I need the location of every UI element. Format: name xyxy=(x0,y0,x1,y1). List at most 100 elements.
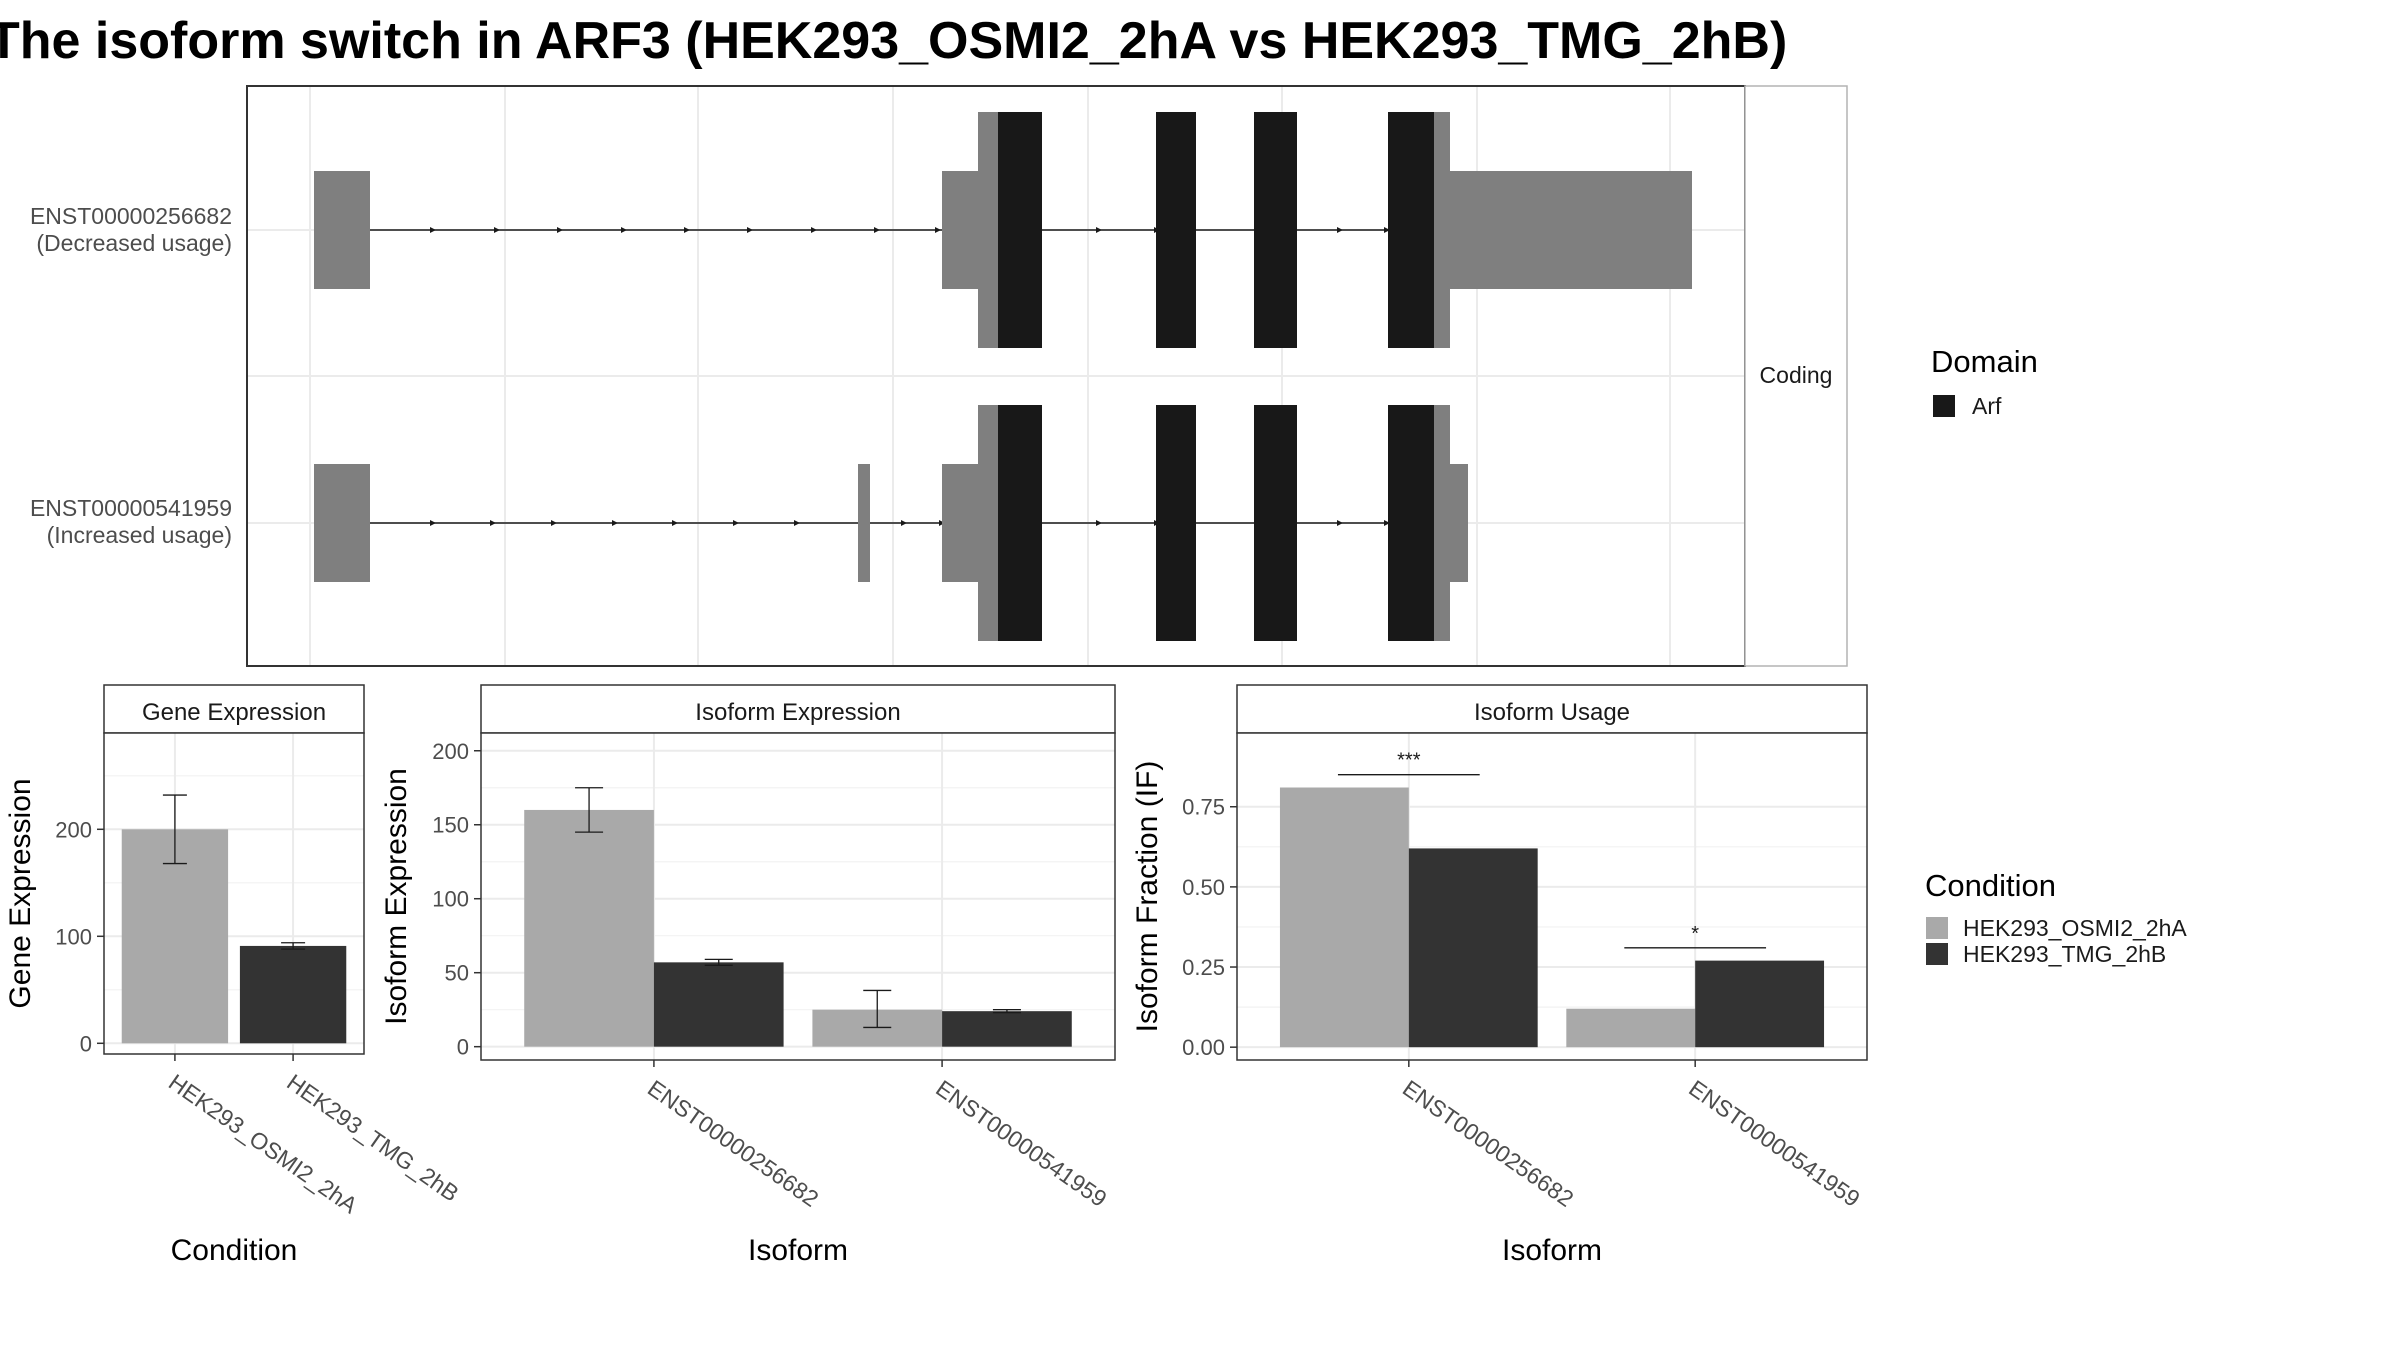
intron-direction-arrow xyxy=(672,520,678,526)
intron-direction-arrow xyxy=(1337,520,1343,526)
arf-domain-block xyxy=(998,405,1042,641)
transcript-2-usage: (Increased usage) xyxy=(47,522,232,548)
intron-direction-arrow xyxy=(557,227,563,233)
y-axis-title: Gene Expression xyxy=(4,778,37,1008)
exon-block xyxy=(1434,464,1468,582)
intron-direction-arrow xyxy=(811,227,817,233)
intron-direction-arrow xyxy=(794,520,800,526)
condition-legend-swatch-a xyxy=(1926,917,1948,939)
x-axis-title: Isoform xyxy=(1502,1234,1602,1267)
intron-direction-arrow xyxy=(494,227,500,233)
arf-domain-block xyxy=(998,112,1042,348)
exon-block xyxy=(858,464,870,582)
bar xyxy=(1566,1008,1696,1048)
bar xyxy=(524,809,654,1047)
intron-direction-arrow xyxy=(1384,520,1390,526)
significance-label: *** xyxy=(1397,750,1421,772)
intron-direction-arrow xyxy=(551,520,557,526)
domain-legend-swatch-arf xyxy=(1933,395,1955,417)
panel-title: Isoform Expression xyxy=(695,699,900,726)
gene-expression-chart: Gene Expression0100200HEK293_OSMI2_2hAHE… xyxy=(4,684,464,1267)
intron-direction-arrow xyxy=(935,227,941,233)
intron-direction-arrow xyxy=(1337,227,1343,233)
domain-legend: Domain Arf xyxy=(1931,344,2038,419)
y-tick-label: 100 xyxy=(432,887,469,912)
intron-direction-arrow xyxy=(733,520,739,526)
y-tick-label: 0 xyxy=(457,1035,469,1060)
panel-border xyxy=(103,732,365,1055)
intron-direction-arrow xyxy=(430,227,436,233)
exon-block xyxy=(314,464,370,582)
arf-domain-block xyxy=(1254,405,1297,641)
exon-block xyxy=(1434,171,1692,289)
condition-legend-title: Condition xyxy=(1925,868,2056,903)
exon-block xyxy=(942,464,985,582)
exon-block xyxy=(314,171,370,289)
transcript-2-id: ENST00000541959 xyxy=(30,495,232,521)
transcript-structure-panel: Coding ENST00000256682 (Decreased usage)… xyxy=(30,85,1848,667)
x-tick-label: ENST00000256682 xyxy=(643,1075,823,1212)
y-tick-label: 0.50 xyxy=(1182,875,1225,900)
isoform-usage-chart: Isoform Usage0.000.250.500.75****ENST000… xyxy=(1131,684,1868,1267)
exon-block xyxy=(978,112,998,348)
bar xyxy=(653,962,784,1047)
y-tick-label: 0.00 xyxy=(1182,1035,1225,1060)
intron-direction-arrow xyxy=(1384,227,1390,233)
arf-domain-block xyxy=(1156,405,1196,641)
y-axis-title: Isoform Fraction (IF) xyxy=(1131,761,1164,1033)
intron-direction-arrow xyxy=(1096,520,1102,526)
panel-strip xyxy=(1236,684,1868,734)
figure-title: The isoform switch in ARF3 (HEK293_OSMI2… xyxy=(0,12,1787,70)
x-tick-label: ENST00000541959 xyxy=(1684,1075,1864,1212)
intron-direction-arrow xyxy=(901,520,907,526)
panel-strip xyxy=(480,684,1116,734)
bar xyxy=(942,1011,1072,1047)
bar xyxy=(1408,848,1538,1048)
domain-legend-label-arf: Arf xyxy=(1972,393,2002,419)
arf-domain-block xyxy=(1388,112,1434,348)
intron-direction-arrow xyxy=(874,227,880,233)
x-axis-title: Condition xyxy=(171,1234,298,1267)
condition-legend-swatch-b xyxy=(1926,943,1948,965)
panel-title: Isoform Usage xyxy=(1474,699,1630,726)
strip-background xyxy=(1744,85,1848,667)
x-tick-label: ENST00000256682 xyxy=(1398,1075,1578,1212)
transcript-1-id: ENST00000256682 xyxy=(30,203,232,229)
y-tick-label: 0 xyxy=(80,1031,92,1056)
y-tick-label: 100 xyxy=(55,924,92,949)
intron-direction-arrow xyxy=(747,227,753,233)
bar xyxy=(1279,787,1409,1048)
exon-block xyxy=(942,171,985,289)
panel-border xyxy=(1236,732,1868,1061)
intron-direction-arrow xyxy=(490,520,496,526)
intron-direction-arrow xyxy=(612,520,618,526)
arf-domain-block xyxy=(1388,405,1434,641)
condition-legend: Condition HEK293_OSMI2_2hA HEK293_TMG_2h… xyxy=(1925,868,2187,967)
y-tick-label: 0.75 xyxy=(1182,795,1225,820)
panel-strip xyxy=(103,684,365,734)
intron-direction-arrow xyxy=(684,227,690,233)
x-tick-label: ENST00000541959 xyxy=(931,1075,1111,1212)
domain-legend-title: Domain xyxy=(1931,344,2038,379)
x-tick-label: HEK293_OSMI2_2hA xyxy=(164,1069,363,1219)
y-tick-label: 0.25 xyxy=(1182,955,1225,980)
transcript-1-usage: (Decreased usage) xyxy=(36,230,232,256)
y-tick-label: 200 xyxy=(432,739,469,764)
bar xyxy=(1695,960,1825,1048)
condition-legend-label-b: HEK293_TMG_2hB xyxy=(1963,941,2166,967)
y-tick-label: 200 xyxy=(55,817,92,842)
y-axis-title: Isoform Expression xyxy=(380,768,413,1025)
structure-tracks xyxy=(314,112,1692,641)
bar xyxy=(121,829,229,1044)
significance-label: * xyxy=(1691,923,1699,945)
intron-direction-arrow xyxy=(1096,227,1102,233)
intron-direction-arrow xyxy=(430,520,436,526)
condition-legend-label-a: HEK293_OSMI2_2hA xyxy=(1963,915,2187,941)
arf-domain-block xyxy=(1156,112,1196,348)
y-tick-label: 150 xyxy=(432,813,469,838)
intron-direction-arrow xyxy=(621,227,627,233)
panel-title: Gene Expression xyxy=(142,699,326,726)
x-axis-title: Isoform xyxy=(748,1234,848,1267)
